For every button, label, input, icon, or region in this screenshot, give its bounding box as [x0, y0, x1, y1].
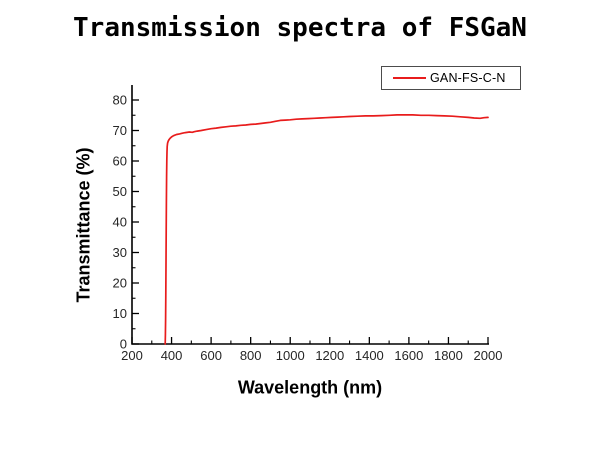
- y-tick-label: 0: [120, 337, 127, 352]
- y-tick-label: 20: [113, 276, 127, 291]
- y-axis-title: Transmittance (%): [73, 147, 94, 303]
- x-tick-label: 1600: [394, 348, 423, 363]
- legend-line-sample: [393, 77, 426, 79]
- y-tick-label: 40: [113, 215, 127, 230]
- y-tick-label: 30: [113, 245, 127, 260]
- series-line: [164, 114, 489, 345]
- axis-lines: [131, 85, 489, 345]
- chart-title: Transmission spectra of FSGaN: [73, 13, 527, 43]
- x-tick-label: 400: [161, 348, 183, 363]
- x-axis-title: Wavelength (nm): [237, 377, 383, 398]
- y-tick-label: 80: [113, 93, 127, 108]
- x-tick-label: 2000: [474, 348, 503, 363]
- x-tick-label: 200: [121, 348, 143, 363]
- x-tick-label: 600: [200, 348, 222, 363]
- x-tick-label: 1200: [315, 348, 344, 363]
- x-tick-label: 1800: [434, 348, 463, 363]
- legend-label: GAN-FS-C-N: [430, 71, 506, 85]
- x-tick-label: 800: [240, 348, 262, 363]
- x-tick-label: 1000: [276, 348, 305, 363]
- y-tick-label: 70: [113, 123, 127, 138]
- y-tick-label: 50: [113, 184, 127, 199]
- x-tick-label: 1400: [355, 348, 384, 363]
- y-tick-label: 10: [113, 306, 127, 321]
- y-tick-label: 60: [113, 154, 127, 169]
- legend: GAN-FS-C-N: [381, 66, 521, 90]
